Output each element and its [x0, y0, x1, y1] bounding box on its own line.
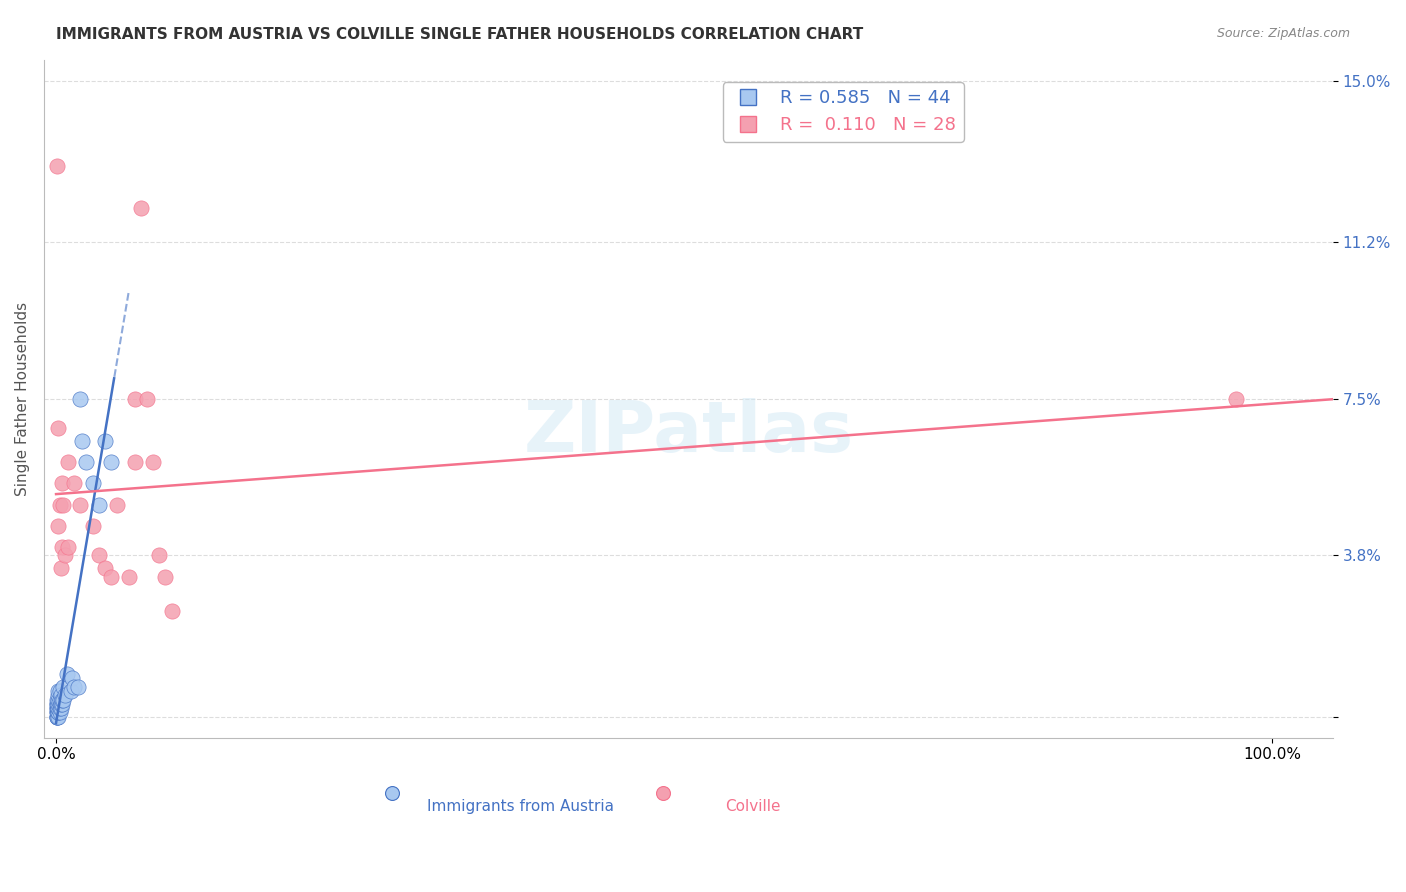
Point: [59, 684, 82, 698]
Point: [124, 455, 146, 469]
Point: [53, 689, 76, 703]
Point: [75, 455, 97, 469]
Point: [48, 701, 70, 715]
Point: [129, 201, 152, 215]
Point: [100, 570, 122, 584]
Point: [49, 697, 72, 711]
Point: [46, 697, 69, 711]
Point: [46, 159, 69, 173]
Text: IMMIGRANTS FROM AUSTRIA VS COLVILLE SINGLE FATHER HOUSEHOLDS CORRELATION CHART: IMMIGRANTS FROM AUSTRIA VS COLVILLE SING…: [56, 27, 863, 42]
Point: [48, 697, 70, 711]
Text: Immigrants from Austria: Immigrants from Austria: [427, 798, 614, 814]
Point: [69, 392, 91, 406]
Point: [48, 706, 70, 720]
Point: [46, 709, 69, 723]
Legend: R = 0.585   N = 44, R =  0.110   N = 28: R = 0.585 N = 44, R = 0.110 N = 28: [723, 82, 963, 142]
Point: [46, 701, 69, 715]
Point: [142, 455, 165, 469]
Point: [49, 701, 72, 715]
Point: [46, 709, 69, 723]
Text: Source: ZipAtlas.com: Source: ZipAtlas.com: [1216, 27, 1350, 40]
Point: [46, 701, 69, 715]
Point: [136, 392, 159, 406]
Point: [48, 498, 70, 512]
Point: [48, 692, 70, 706]
Point: [124, 392, 146, 406]
Point: [70, 434, 93, 448]
Point: [60, 672, 83, 686]
Point: [100, 455, 122, 469]
Point: [48, 684, 70, 698]
Point: [1225, 392, 1247, 406]
Point: [49, 561, 72, 575]
Point: [87, 549, 110, 563]
Point: [53, 549, 76, 563]
Point: [82, 476, 104, 491]
Point: [51, 476, 73, 491]
Point: [48, 709, 70, 723]
Point: [51, 540, 73, 554]
Point: [160, 604, 183, 618]
Point: [118, 570, 141, 584]
Point: [105, 498, 128, 512]
Point: [46, 697, 69, 711]
Point: [48, 701, 70, 715]
Point: [148, 549, 170, 563]
Point: [52, 498, 75, 512]
Point: [46, 706, 69, 720]
Y-axis label: Single Father Households: Single Father Households: [15, 301, 30, 496]
Point: [51, 692, 73, 706]
Point: [48, 706, 70, 720]
Point: [48, 701, 70, 715]
Point: [48, 689, 70, 703]
Point: [48, 692, 70, 706]
Point: [155, 570, 177, 584]
Point: [58, 455, 80, 469]
Point: [69, 498, 91, 512]
Point: [87, 498, 110, 512]
Point: [46, 709, 69, 723]
Point: [46, 692, 69, 706]
Point: [82, 518, 104, 533]
Point: [66, 680, 89, 694]
Point: [52, 680, 75, 694]
Point: [48, 518, 70, 533]
Point: [56, 667, 79, 681]
Point: [93, 561, 115, 575]
Point: [46, 706, 69, 720]
Point: [63, 680, 86, 694]
Point: [51, 697, 73, 711]
Point: [63, 476, 86, 491]
Point: [48, 684, 70, 698]
Point: [48, 421, 70, 435]
Point: [52, 692, 75, 706]
Point: [93, 434, 115, 448]
Point: [48, 697, 70, 711]
Point: [49, 689, 72, 703]
Point: [48, 706, 70, 720]
Text: Colville: Colville: [725, 798, 780, 814]
Text: ZIPatlas: ZIPatlas: [523, 398, 853, 467]
Point: [58, 540, 80, 554]
